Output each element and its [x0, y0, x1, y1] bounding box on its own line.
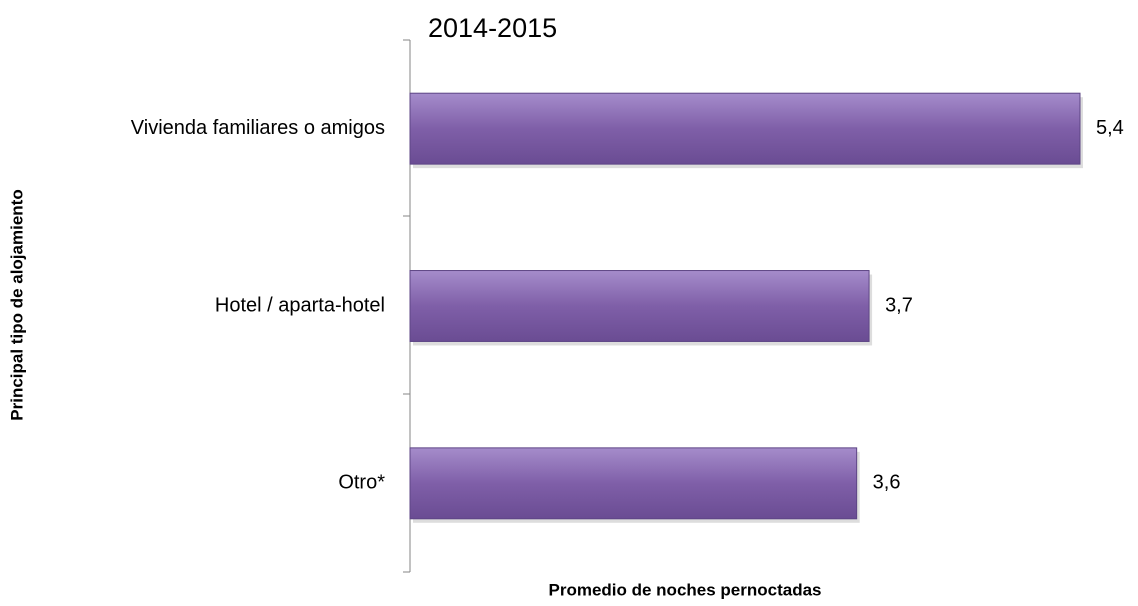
- y-tick-label: Hotel / aparta-hotel: [215, 294, 385, 316]
- bar: [409, 270, 870, 342]
- value-label: 3,6: [873, 472, 901, 494]
- value-label: 3,7: [885, 294, 913, 316]
- x-axis-label: Promedio de noches pernoctadas: [548, 580, 821, 599]
- y-tick-label: Vivienda familiares o amigos: [131, 117, 385, 139]
- y-axis-label: Principal tipo de alojamiento: [7, 189, 26, 420]
- chart-title: 2014-2015: [428, 13, 557, 43]
- bar: [409, 92, 1081, 165]
- value-label: 5,4: [1096, 117, 1124, 139]
- category-ticks: [403, 39, 410, 573]
- y-tick-label: Otro*: [338, 472, 385, 494]
- bar: [409, 447, 858, 520]
